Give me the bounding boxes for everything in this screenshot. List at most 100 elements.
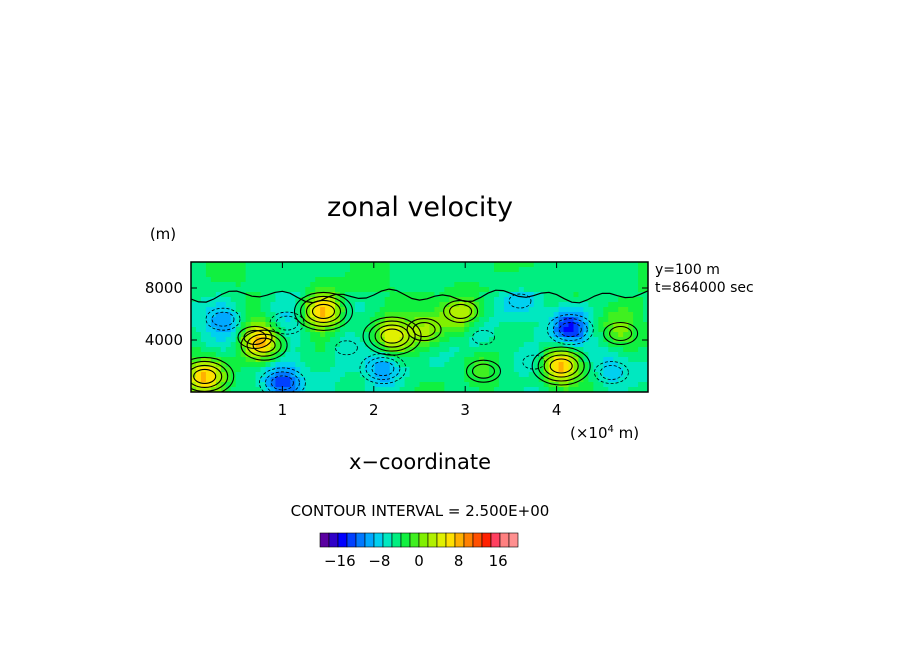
contour-line xyxy=(193,368,217,384)
field-cell xyxy=(280,282,286,288)
field-cell xyxy=(225,352,232,358)
field-cell xyxy=(479,367,485,373)
field-cell xyxy=(220,352,227,358)
contour-line xyxy=(191,364,223,388)
field-cell xyxy=(464,307,470,313)
field-cell xyxy=(354,307,361,313)
field-cell xyxy=(588,372,594,378)
field-cell xyxy=(384,337,391,343)
field-cell xyxy=(553,322,560,328)
field-cell xyxy=(503,372,510,378)
field-cell xyxy=(191,377,197,383)
field-cell xyxy=(310,297,316,303)
field-cell xyxy=(359,262,366,268)
field-cell xyxy=(533,272,540,278)
field-cell xyxy=(394,382,401,388)
field-cell xyxy=(459,262,465,268)
field-cell xyxy=(608,272,614,278)
field-cell xyxy=(374,272,381,278)
field-cell xyxy=(270,382,277,388)
field-cell xyxy=(215,277,222,283)
field-cell xyxy=(518,302,525,308)
field-cell xyxy=(399,367,406,373)
field-cell xyxy=(578,292,585,298)
field-cell xyxy=(489,287,495,293)
field-cell xyxy=(598,307,604,313)
field-cell xyxy=(315,292,321,298)
field-cell xyxy=(245,287,252,293)
field-cell xyxy=(523,342,530,348)
field-cell xyxy=(394,362,401,368)
field-cell xyxy=(340,377,346,383)
field-cell xyxy=(558,262,565,268)
field-cell xyxy=(290,282,296,288)
field-cell xyxy=(225,297,232,303)
field-cell xyxy=(558,297,565,303)
field-cell xyxy=(305,337,311,343)
field-cell xyxy=(191,312,197,318)
field-cell xyxy=(469,362,475,368)
field-cell xyxy=(260,367,267,373)
field-cell xyxy=(424,327,431,333)
field-cell xyxy=(235,282,242,288)
field-cell xyxy=(533,327,540,333)
field-cell xyxy=(419,272,426,278)
field-cell xyxy=(424,267,431,273)
field-cell xyxy=(464,277,470,283)
field-cell xyxy=(210,277,217,283)
field-cell xyxy=(210,332,217,338)
field-cell xyxy=(573,367,580,373)
x-scale-label: (×104 m) xyxy=(570,424,639,442)
field-cell xyxy=(330,277,336,283)
field-cell xyxy=(603,307,609,313)
field-cell xyxy=(498,272,505,278)
field-cell xyxy=(498,292,505,298)
field-cell xyxy=(280,272,286,278)
field-cell xyxy=(464,352,470,358)
field-cell xyxy=(628,282,634,288)
field-cell xyxy=(335,382,341,388)
field-cell xyxy=(538,337,545,343)
field-cell xyxy=(518,312,525,318)
field-cell xyxy=(444,362,450,368)
field-cell xyxy=(444,322,450,328)
field-cell xyxy=(434,317,440,323)
field-cell xyxy=(633,382,639,388)
field-cell xyxy=(255,302,262,308)
field-cell xyxy=(603,357,609,363)
field-cell xyxy=(404,307,411,313)
field-cell xyxy=(215,372,222,378)
field-cell xyxy=(439,357,445,363)
field-cell xyxy=(191,272,197,278)
field-cell xyxy=(588,352,594,358)
field-cell xyxy=(528,287,535,293)
field-cell xyxy=(225,367,232,373)
field-cell xyxy=(593,337,599,343)
field-cell xyxy=(479,322,485,328)
field-cell xyxy=(404,262,411,268)
field-cell xyxy=(384,367,391,373)
field-cell xyxy=(469,382,475,388)
field-cell xyxy=(508,292,515,298)
contour-line xyxy=(471,363,496,379)
field-cell xyxy=(439,302,445,308)
field-cell xyxy=(518,372,525,378)
field-cell xyxy=(270,277,277,283)
field-cell xyxy=(305,287,311,293)
field-cell xyxy=(608,292,614,298)
field-cell xyxy=(250,267,257,273)
field-cell xyxy=(325,297,331,303)
field-cell xyxy=(280,287,286,293)
field-cell xyxy=(354,362,361,368)
field-cell xyxy=(340,382,346,388)
field-cell xyxy=(618,297,624,303)
field-cell xyxy=(464,357,470,363)
field-cell xyxy=(265,262,272,268)
field-cell xyxy=(335,342,341,348)
field-cell xyxy=(325,307,331,313)
field-cell xyxy=(325,267,331,273)
field-cell xyxy=(638,382,644,388)
field-cell xyxy=(578,297,585,303)
field-cell xyxy=(220,267,227,273)
field-cell xyxy=(389,307,396,313)
